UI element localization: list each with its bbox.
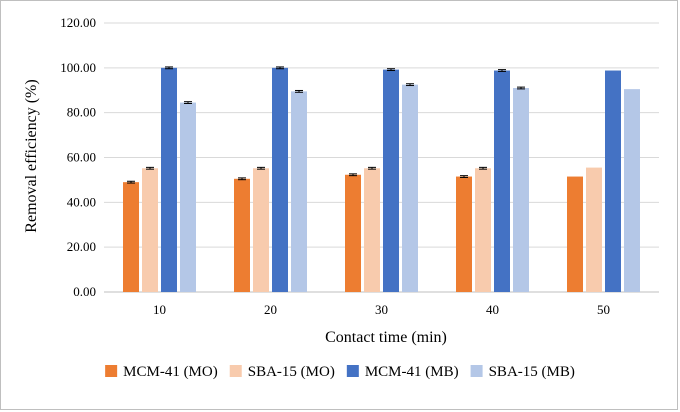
- bar-mcm-41-mo-30: [345, 174, 361, 292]
- legend-swatch: [105, 365, 118, 377]
- bar-mcm-41-mb-40: [494, 70, 510, 292]
- bar-mcm-41-mb-10: [161, 67, 177, 292]
- bar-sba-15-mb-30: [402, 84, 418, 292]
- y-tick-label: 120.00: [60, 15, 96, 30]
- y-axis-title: Removal efficiency (%): [23, 79, 40, 232]
- bar-mcm-41-mb-20: [272, 67, 288, 292]
- bar-mcm-41-mb-50: [605, 70, 621, 292]
- bar-mcm-41-mo-20: [234, 178, 250, 292]
- x-tick-label: 20: [264, 302, 277, 317]
- x-tick-label: 40: [486, 302, 499, 317]
- legend-label: SBA-15 (MO): [248, 364, 335, 380]
- legend-swatch: [346, 365, 359, 377]
- bar-sba-15-mb-50: [624, 89, 640, 292]
- y-tick-label: 0.00: [73, 284, 96, 299]
- x-axis-title: Contact time (min): [325, 329, 447, 346]
- bar-mcm-41-mo-40: [456, 176, 472, 292]
- bars: [123, 66, 640, 293]
- y-tick-label: 20.00: [67, 239, 96, 254]
- bar-mcm-41-mo-10: [123, 182, 139, 292]
- bar-sba-15-mo-30: [364, 168, 380, 292]
- bar-sba-15-mb-20: [291, 91, 307, 292]
- legend: MCM-41 (MO) SBA-15 (MO) MCM-41 (MB) SBA-15 …: [105, 364, 575, 380]
- y-tick-label: 80.00: [67, 105, 96, 120]
- x-tick-label: 10: [153, 302, 166, 317]
- legend-swatch: [470, 365, 483, 377]
- bar-sba-15-mo-20: [253, 168, 269, 292]
- legend-label: SBA-15 (MB): [489, 364, 575, 380]
- y-tick-label: 40.00: [67, 194, 96, 209]
- x-tick-label: 50: [597, 302, 610, 317]
- bar-mcm-41-mb-30: [383, 69, 399, 292]
- bar-sba-15-mo-40: [475, 168, 491, 292]
- legend-label: MCM-41 (MO): [123, 364, 218, 380]
- x-axis-ticks: 10 20 30 40 50: [153, 302, 610, 317]
- legend-label: MCM-41 (MB): [365, 364, 459, 380]
- bar-mcm-41-mo-50: [567, 176, 583, 292]
- bar-sba-15-mo-10: [142, 168, 158, 292]
- legend-swatch: [229, 365, 242, 377]
- y-axis-ticks: 0.00 20.00 40.00 60.00 80.00 100.00 120.00: [60, 15, 96, 299]
- y-tick-label: 100.00: [60, 60, 96, 75]
- bar-sba-15-mb-10: [180, 102, 196, 293]
- x-tick-label: 30: [375, 302, 388, 317]
- bar-sba-15-mo-50: [586, 167, 602, 292]
- bar-sba-15-mb-40: [513, 88, 529, 292]
- gridlines: [104, 22, 659, 293]
- y-tick-label: 60.00: [67, 150, 96, 165]
